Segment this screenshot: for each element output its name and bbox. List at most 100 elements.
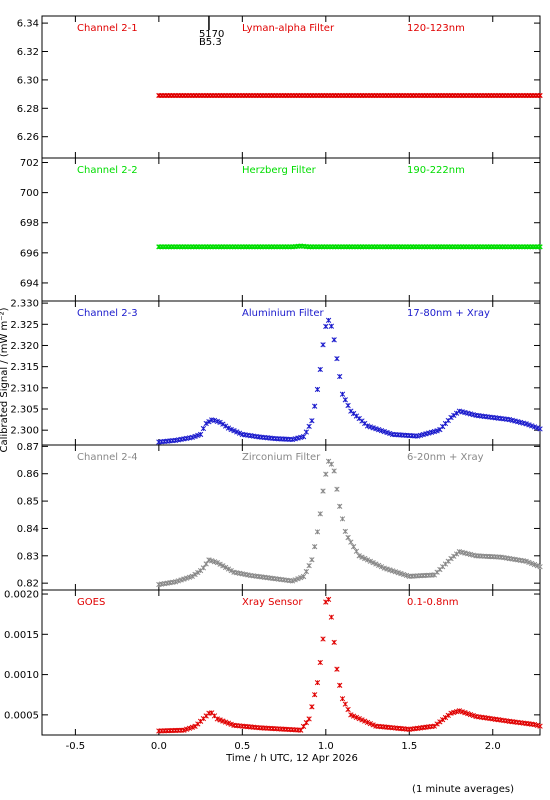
data-point [303, 719, 309, 726]
data-point [370, 722, 376, 728]
data-point [534, 425, 540, 431]
data-point [300, 723, 307, 730]
data-point [339, 696, 346, 702]
x-tick-label: -0.5 [66, 741, 86, 752]
data-point [298, 574, 304, 581]
data-point [214, 716, 220, 722]
data-point [225, 566, 232, 572]
data-point [312, 692, 318, 698]
y-tick-label: 2.315 [10, 362, 39, 373]
x-tick-labels: -0.5 0.0 0.5 1.0 1.5 2.0 [66, 741, 501, 752]
y-tick-label: 2.305 [10, 405, 39, 416]
data-point [309, 418, 315, 424]
data-point [312, 403, 318, 409]
data-point [331, 468, 337, 474]
data-point [367, 720, 373, 727]
y-tick-label: 2.320 [10, 341, 39, 352]
data-point [222, 719, 229, 725]
band-label: 120-123nm [407, 23, 465, 34]
data-point [300, 573, 307, 580]
panels: 6.26 6.28 6.30 6.32 6.34 Channel 2-1 Lyman-alp… [4, 15, 543, 752]
x-axis-label: Time / h UTC, 12 Apr 2026 [225, 753, 358, 764]
y-tick-label: 6.34 [17, 19, 39, 30]
data-point [529, 423, 535, 429]
data-point [342, 701, 348, 707]
data-point [314, 679, 321, 686]
data-point [317, 659, 323, 666]
data-point [378, 564, 385, 570]
data-point [309, 557, 315, 563]
plot-frame [41, 15, 541, 159]
data-point [328, 614, 335, 620]
data-point [359, 554, 365, 560]
data-point [203, 420, 209, 427]
data-point [189, 573, 195, 579]
data-point [337, 373, 343, 380]
data-point [300, 434, 307, 440]
data-point [320, 636, 326, 642]
panel-goes: 0.0005 0.0010 0.0015 0.0020 GOES Xray Sensor 0… [4, 589, 543, 736]
data-point [362, 718, 368, 724]
data-point [228, 426, 234, 433]
footnote: (1 minute averages) [412, 784, 514, 795]
data-point [292, 577, 298, 583]
plot-frame [41, 444, 541, 591]
data-point [317, 366, 323, 373]
data-point [298, 727, 304, 733]
data-point [350, 544, 357, 550]
data-point [222, 564, 229, 571]
data-point [339, 391, 346, 397]
data-point [537, 723, 543, 729]
data-point [367, 558, 373, 564]
data-point [200, 565, 207, 571]
band-label: 17-80nm + Xray [407, 308, 490, 319]
data-point [331, 337, 337, 343]
band-label: 0.1-0.8nm [407, 597, 459, 608]
y-tick-label: 2.310 [10, 383, 39, 394]
data-point [303, 568, 309, 575]
data-point [192, 571, 198, 578]
data-point [220, 718, 226, 724]
y-tick-label: 0.83 [17, 551, 39, 562]
data-point [328, 461, 335, 467]
data-point [228, 721, 234, 727]
y-tick-label: 2.330 [10, 299, 39, 310]
data-point [217, 717, 223, 723]
data-point [356, 553, 362, 559]
data-point [225, 720, 232, 726]
data-point [206, 419, 212, 425]
data-point [537, 244, 543, 250]
data-point [323, 471, 329, 477]
data-point [350, 713, 357, 719]
series-channel-2-4 [156, 458, 543, 588]
data-point [345, 534, 351, 541]
panel-channel-2-1: 6.26 6.28 6.30 6.32 6.34 Channel 2-1 Lyman-alp… [17, 15, 543, 159]
filter-label: Xray Sensor [242, 597, 303, 608]
data-point [523, 421, 529, 427]
channel-label: GOES [77, 597, 105, 608]
y-tick-label: 0.0020 [4, 590, 39, 601]
data-point [289, 578, 296, 584]
y-tick-label: 0.0015 [4, 630, 39, 641]
data-point [314, 386, 321, 393]
plot-frame [41, 300, 541, 446]
y-tick-label: 6.28 [17, 104, 39, 115]
data-point [523, 558, 529, 564]
y-tick-label: 6.26 [17, 132, 39, 143]
data-point [342, 397, 348, 403]
data-point [325, 317, 332, 323]
data-point [306, 562, 312, 569]
data-point [231, 428, 237, 434]
data-point [362, 555, 368, 562]
data-point [526, 422, 532, 428]
data-point [195, 569, 201, 576]
data-point [537, 564, 543, 570]
y-tick-label: 2.300 [10, 426, 39, 437]
x-tick-label: 0.5 [234, 741, 250, 752]
data-point [236, 430, 243, 436]
data-point [339, 516, 346, 522]
channel-label: Channel 2-1 [77, 23, 138, 34]
data-point [200, 425, 207, 432]
data-point [234, 429, 240, 435]
data-point [359, 717, 365, 723]
